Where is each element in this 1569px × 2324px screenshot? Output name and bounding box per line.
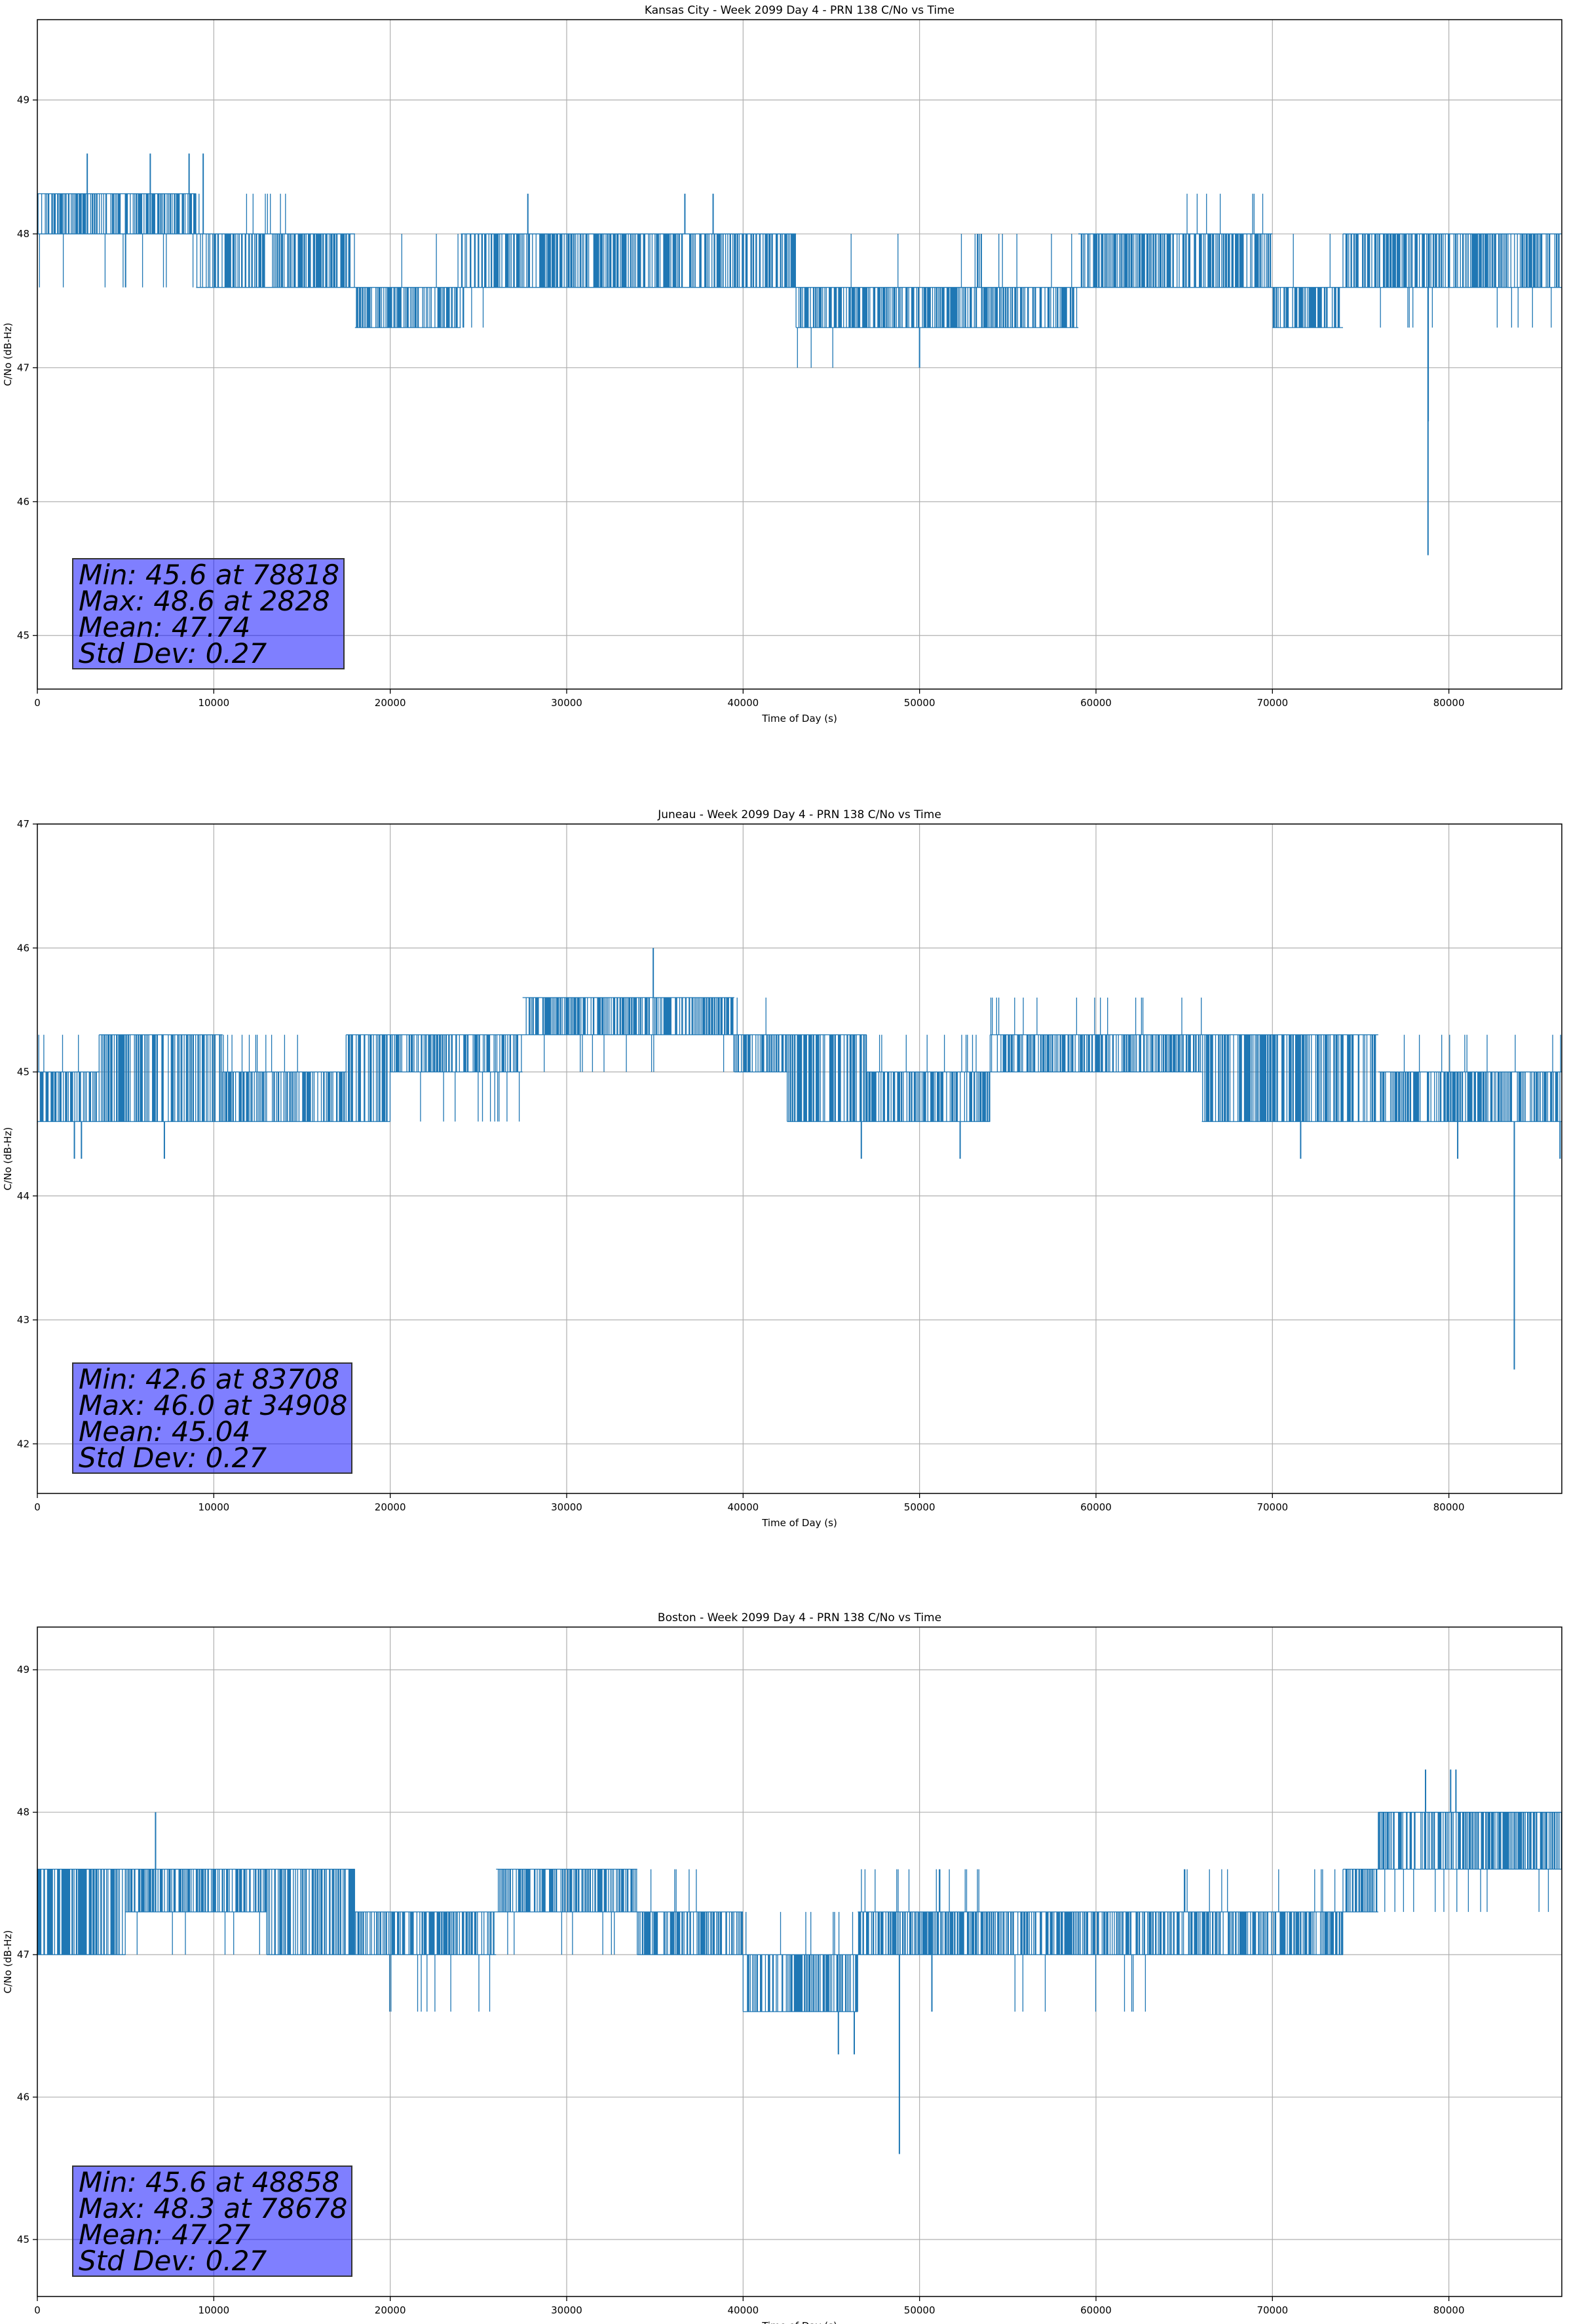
y-tick-label: 42	[17, 1438, 29, 1450]
y-tick-label: 45	[17, 2234, 29, 2245]
x-axis-label: Time of Day (s)	[761, 713, 837, 724]
x-tick-label: 0	[34, 697, 41, 709]
chart-panel-0: 0 10000 20000 30000 40000 50000 60000 70000 8000…	[2, 4, 1562, 724]
x-axis-label: Time of Day (s)	[761, 1517, 837, 1529]
y-tick-label: 46	[17, 2091, 29, 2103]
series-line	[37, 193, 1562, 368]
chart-title: Boston - Week 2099 Day 4 - PRN 138 C/No …	[658, 1611, 941, 1624]
x-tick-label: 0	[34, 1501, 41, 1513]
y-tick-label: 46	[17, 942, 29, 954]
x-tick-label: 20000	[375, 1501, 406, 1513]
x-tick-label: 70000	[1257, 2304, 1288, 2316]
stats-line: Mean: 47.27	[79, 2219, 251, 2251]
y-tick-label: 44	[17, 1190, 29, 1202]
axes-frame	[37, 1626, 1562, 2297]
x-tick-label: 70000	[1257, 1501, 1288, 1513]
stats-box: Min: 45.6 at 78818 Max: 48.6 at 2828 Mean:…	[72, 558, 345, 669]
y-tick-label: 47	[17, 818, 29, 830]
stats-line: Std Dev: 0.27	[79, 1442, 267, 1474]
axes-frame	[37, 19, 1562, 690]
y-axis-label: C/No (dB-Hz)	[2, 323, 14, 386]
stats-line: Mean: 47.74	[79, 611, 251, 643]
y-axis-label: C/No (dB-Hz)	[2, 1930, 14, 1994]
stats-line: Max: 48.6 at 2828	[79, 585, 330, 617]
x-tick-label: 0	[34, 2304, 41, 2316]
x-tick-label: 40000	[727, 1501, 759, 1513]
x-tick-label: 40000	[727, 697, 759, 709]
x-tick-label: 80000	[1433, 2304, 1465, 2316]
x-tick-label: 50000	[904, 697, 936, 709]
x-tick-label: 50000	[904, 2304, 936, 2316]
stats-box: Min: 42.6 at 83708 Max: 46.0 at 34908 Mean…	[72, 1362, 353, 1474]
x-tick-label: 10000	[198, 697, 229, 709]
stats-line: Max: 48.3 at 78678	[79, 2192, 348, 2224]
series-line	[37, 997, 1562, 1122]
chart-panel-2: 0 10000 20000 30000 40000 50000 60000 70000 8000…	[2, 1611, 1562, 2324]
x-tick-label: 30000	[551, 697, 582, 709]
x-tick-label: 40000	[727, 2304, 759, 2316]
y-tick-label: 49	[17, 94, 29, 106]
stats-line: Std Dev: 0.27	[79, 2245, 267, 2277]
x-tick-label: 30000	[551, 2304, 582, 2316]
x-tick-label: 50000	[904, 1501, 936, 1513]
y-tick-label: 46	[17, 496, 29, 508]
x-axis-label: Time of Day (s)	[761, 2320, 837, 2324]
stats-line: Max: 46.0 at 34908	[79, 1389, 348, 1421]
stats-line: Std Dev: 0.27	[79, 637, 267, 669]
y-tick-label: 47	[17, 1949, 29, 1960]
x-tick-label: 80000	[1433, 697, 1465, 709]
x-tick-label: 60000	[1080, 697, 1112, 709]
chart-panel-1: 0 10000 20000 30000 40000 50000 60000 70000 8000…	[2, 808, 1562, 1529]
x-tick-label: 10000	[198, 1501, 229, 1513]
x-tick-label: 70000	[1257, 697, 1288, 709]
x-tick-label: 30000	[551, 1501, 582, 1513]
y-tick-label: 49	[17, 1664, 29, 1676]
series-line	[37, 1812, 1562, 2012]
x-tick-label: 80000	[1433, 1501, 1465, 1513]
y-tick-label: 45	[17, 1066, 29, 1078]
chart-title: Juneau - Week 2099 Day 4 - PRN 138 C/No …	[657, 808, 941, 821]
y-axis-label: C/No (dB-Hz)	[2, 1127, 14, 1191]
x-tick-label: 20000	[375, 2304, 406, 2316]
y-tick-label: 45	[17, 629, 29, 641]
chart-title: Kansas City - Week 2099 Day 4 - PRN 138 …	[645, 4, 955, 17]
axes-frame	[37, 823, 1562, 1494]
x-tick-label: 60000	[1080, 2304, 1112, 2316]
x-tick-label: 20000	[375, 697, 406, 709]
y-tick-label: 47	[17, 362, 29, 373]
stats-line: Min: 42.6 at 83708	[79, 1363, 340, 1395]
stats-line: Min: 45.6 at 48858	[79, 2166, 340, 2198]
x-tick-label: 10000	[198, 2304, 229, 2316]
x-tick-label: 60000	[1080, 1501, 1112, 1513]
stats-line: Mean: 45.04	[79, 1415, 251, 1448]
y-tick-label: 48	[17, 228, 29, 240]
y-tick-label: 48	[17, 1807, 29, 1818]
stats-box: Min: 45.6 at 48858 Max: 48.3 at 78678 Mean…	[72, 2165, 353, 2277]
y-tick-label: 43	[17, 1314, 29, 1326]
stats-line: Min: 45.6 at 78818	[79, 559, 340, 591]
